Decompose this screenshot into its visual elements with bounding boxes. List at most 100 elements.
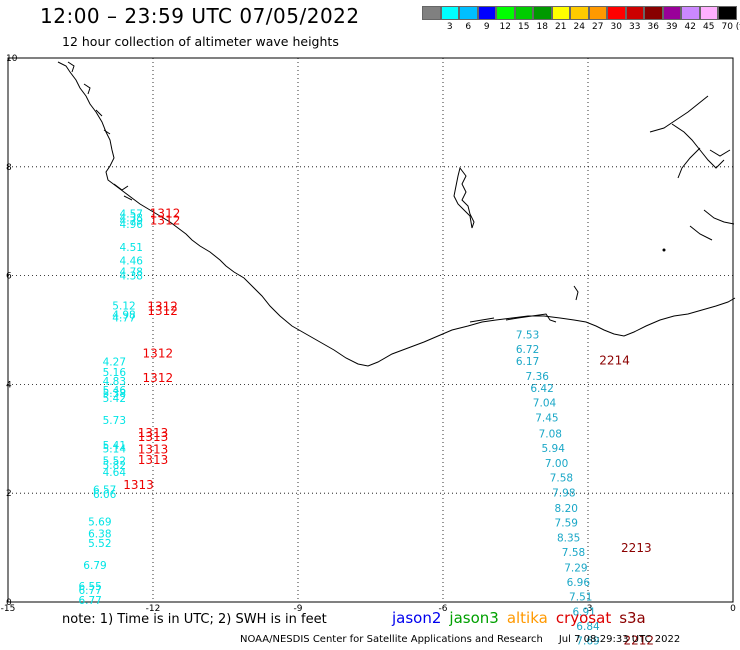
time-label: 1312	[150, 214, 181, 228]
wave-height-label: 6.42	[530, 383, 553, 395]
wave-height-label: 5.52	[88, 538, 111, 550]
time-label: 1313	[123, 478, 154, 492]
time-label: 1312	[150, 207, 181, 221]
wave-height-label: 5.14	[103, 444, 127, 456]
wave-height-label: 5.38	[103, 388, 126, 400]
wave-height-label: 4.78	[120, 266, 143, 278]
wave-height-label: 6.79	[83, 560, 106, 572]
wave-height-label: 6.77	[78, 585, 101, 597]
color-swatch	[699, 6, 718, 20]
wave-height-label: 6.57	[93, 484, 116, 496]
legend-item-jason3: jason3	[449, 609, 499, 627]
color-scale-label: 3	[446, 22, 453, 32]
color-scale-label: 18	[536, 22, 548, 32]
wave-height-label: 4.57	[120, 209, 143, 221]
y-tick-label: 6	[6, 272, 12, 282]
wave-height-label: 6.17	[516, 356, 539, 368]
map-frame	[7, 57, 734, 603]
y-tick-label: 10	[6, 54, 18, 64]
generated-timestamp: Jul 7 08:29:33 UTC 2022	[558, 634, 681, 645]
wave-height-label: 5.12	[112, 301, 135, 313]
color-scale-label: 21	[555, 22, 567, 32]
lake-shoreline	[453, 166, 475, 229]
color-swatch	[681, 6, 700, 20]
footnote: note: 1) Time is in UTC; 2) SWH is in fe…	[62, 612, 327, 627]
y-tick-label: 4	[6, 380, 12, 390]
color-scale-bar	[422, 6, 737, 20]
wave-height-label: 7.36	[526, 371, 550, 383]
color-swatch	[551, 6, 570, 20]
y-tick-label: 2	[6, 489, 12, 499]
wave-height-label: 4.38	[120, 212, 143, 224]
color-swatch	[514, 6, 533, 20]
x-tick-label: -6	[439, 604, 448, 614]
west-africa-coastline	[57, 61, 736, 367]
color-swatch	[588, 6, 607, 20]
wave-height-label: 4.98	[112, 309, 135, 321]
wave-height-label: 8.35	[557, 532, 580, 544]
x-tick-label: -3	[584, 604, 593, 614]
color-scale-label: 42	[684, 22, 696, 32]
color-scale-unit: (ft)	[735, 22, 740, 32]
wave-height-label: 4.77	[112, 313, 135, 325]
wave-height-label: 5.94	[542, 443, 566, 455]
color-swatch	[718, 6, 737, 20]
lagoon-coast	[469, 285, 579, 323]
map-title: 12:00 – 23:59 UTC 07/05/2022	[40, 4, 360, 28]
wave-height-label: 6.38	[88, 529, 111, 541]
wave-height-label: 4.83	[103, 376, 126, 388]
wave-height-label: 7.08	[539, 428, 562, 440]
wave-height-label: 7.04	[533, 397, 557, 409]
time-label: 2212	[623, 634, 654, 648]
legend-item-cryosat: cryosat	[555, 609, 612, 627]
map-grid	[7, 57, 734, 603]
x-tick-label: -9	[294, 604, 303, 614]
credit-text: NOAA/NESDIS Center for Satellite Applica…	[240, 634, 543, 645]
time-label: 1313	[138, 426, 169, 440]
wave-height-label: 7.69	[576, 636, 599, 648]
time-label: 1313	[138, 430, 169, 444]
wave-height-label: 5.16	[103, 367, 127, 379]
wave-height-label: 5.41	[103, 440, 126, 452]
time-label: 1312	[143, 371, 174, 385]
y-tick-label: 0	[6, 598, 12, 608]
wave-height-label: 4.51	[120, 242, 143, 254]
map-subtitle: 12 hour collection of altimeter wave hei…	[62, 34, 339, 49]
wave-height-label: 5.73	[103, 415, 126, 427]
color-scale-label: 30	[610, 22, 622, 32]
wave-height-label: 4.38	[120, 271, 143, 283]
wave-height-label: 5.42	[103, 393, 126, 405]
wave-height-label: 5.46	[103, 385, 127, 397]
river-network-east	[649, 95, 735, 241]
color-scale-label: 12	[499, 22, 511, 32]
color-scale-label: 6	[465, 22, 472, 32]
wave-height-label: 7.45	[535, 413, 558, 425]
color-swatch	[496, 6, 515, 20]
time-label: 1313	[138, 453, 169, 467]
time-label: 1312	[147, 304, 178, 318]
wave-height-label: 5.52	[103, 456, 126, 468]
time-label: 1313	[138, 443, 169, 457]
wave-height-label: 4.79	[120, 216, 143, 228]
color-swatch	[477, 6, 496, 20]
wave-height-label: 7.59	[555, 518, 578, 530]
wave-height-label: 6.84	[576, 621, 600, 633]
color-scale-label: 33	[629, 22, 641, 32]
legend-item-altika: altika	[506, 609, 548, 627]
color-swatch	[662, 6, 681, 20]
wave-height-label: 6.96	[567, 577, 591, 589]
color-swatch	[440, 6, 459, 20]
wave-height-label: 4.96	[120, 219, 144, 231]
wave-height-label: 6.06	[93, 489, 117, 501]
y-tick-label: 8	[6, 163, 12, 173]
wave-height-label: 5.82	[103, 460, 126, 472]
wave-height-label: 8.20	[555, 503, 578, 515]
coastline	[57, 61, 736, 367]
inland-point	[662, 248, 666, 252]
wave-height-label: 7.98	[552, 488, 575, 500]
color-scale-label: 70	[721, 22, 733, 32]
axis-tick-labels: -15 -12 -9 -6 -3 0 0 2 4 6 8 10	[1, 54, 736, 614]
wave-height-label: 7.53	[516, 329, 539, 341]
time-label: 2213	[621, 541, 652, 555]
